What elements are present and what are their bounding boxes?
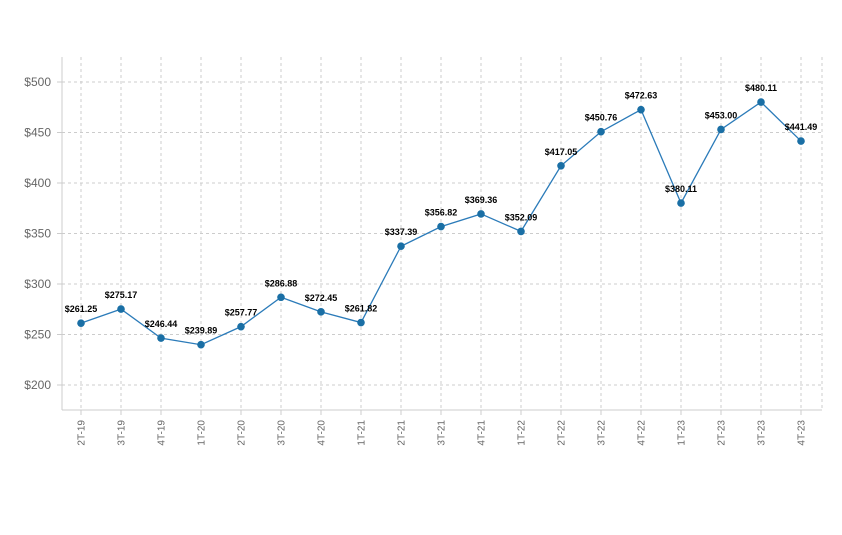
data-point (597, 127, 605, 136)
data-label: $337.39 (385, 227, 418, 237)
data-label: $441.49 (785, 122, 818, 132)
data-point (717, 125, 725, 134)
data-point (557, 161, 565, 170)
data-point (77, 319, 85, 327)
data-point (517, 227, 525, 236)
data-point (357, 318, 365, 327)
data-label: $239.89 (185, 326, 218, 336)
x-tick-label: 1T-21 (357, 420, 368, 446)
x-tick-label: 2T-21 (397, 420, 408, 446)
x-tick-labels: 2T-19 3T-19 4T-19 1T-20 2T-20 3T-20 4T-20 1T-21… (77, 420, 808, 446)
data-label: $261.25 (65, 304, 98, 314)
data-point (637, 105, 645, 114)
x-tick-label: 4T-23 (797, 420, 808, 446)
data-point (197, 340, 205, 349)
y-tick-label: $400 (24, 176, 51, 190)
data-label: $450.76 (585, 113, 618, 123)
data-label: $472.63 (625, 91, 658, 101)
data-labels: $261.25 $275.17 $246.44 $239.89 $257.77 $286.… (65, 83, 818, 336)
data-point (117, 305, 125, 313)
y-tick-label: $500 (24, 75, 51, 89)
x-tick-label: 4T-19 (157, 420, 168, 446)
y-tick-label: $250 (24, 328, 51, 342)
data-label: $417.05 (545, 147, 578, 157)
y-tick-labels: $200 $250 $300 $350 $400 $450 $500 (24, 75, 51, 392)
y-tick-label: $350 (24, 227, 51, 241)
y-tick-label: $450 (24, 126, 51, 140)
x-tick-label: 4T-22 (637, 420, 648, 446)
x-tick-label: 2T-23 (717, 420, 728, 446)
x-tick-label: 2T-19 (77, 420, 88, 446)
x-tick-label: 3T-23 (757, 420, 768, 446)
x-tick-label: 3T-20 (277, 420, 288, 446)
axes (57, 57, 823, 411)
data-label: $453.00 (705, 110, 738, 120)
data-point (677, 199, 685, 207)
data-point (757, 98, 765, 106)
data-label: $380.11 (665, 184, 697, 194)
data-label: $286.88 (265, 278, 298, 288)
y-gridlines (62, 81, 822, 386)
data-point (317, 308, 325, 316)
data-label: $352.09 (505, 212, 538, 222)
x-tick-label: 4T-21 (477, 420, 488, 446)
data-point (797, 137, 805, 145)
x-tick-label: 3T-22 (597, 420, 608, 446)
x-gridlines (80, 57, 802, 415)
x-tick-label: 3T-21 (437, 420, 448, 446)
x-tick-label: 1T-23 (677, 420, 688, 446)
x-tick-label: 1T-22 (517, 420, 528, 446)
data-label: $275.17 (105, 290, 138, 300)
x-tick-label: 4T-20 (317, 420, 328, 446)
x-tick-label: 2T-22 (557, 420, 568, 446)
x-tick-label: 3T-19 (117, 420, 128, 446)
data-point (237, 322, 245, 331)
data-point (397, 242, 405, 251)
x-tick-label: 2T-20 (237, 420, 248, 446)
data-points (77, 98, 805, 349)
x-tick-label: 1T-20 (197, 420, 208, 446)
data-label: $246.44 (145, 319, 178, 329)
data-point (277, 293, 285, 302)
y-tick-label: $300 (24, 277, 51, 291)
y-tick-label: $200 (24, 378, 51, 392)
data-point (157, 334, 165, 342)
data-point (477, 210, 485, 218)
data-label: $261.82 (345, 304, 378, 314)
data-label: $369.36 (465, 195, 498, 205)
data-label: $480.11 (745, 83, 777, 93)
data-point (437, 222, 445, 231)
data-label: $272.45 (305, 293, 338, 303)
data-label: $356.82 (425, 208, 458, 218)
data-label: $257.77 (225, 308, 258, 318)
